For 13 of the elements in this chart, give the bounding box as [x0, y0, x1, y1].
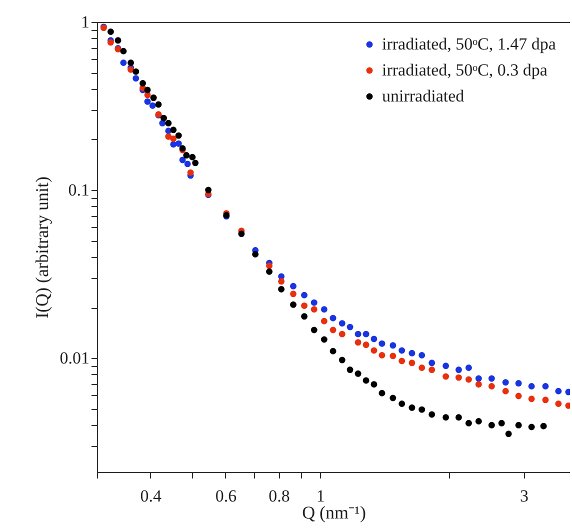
legend-label: irradiated, 50ᵒC, 0.3 dpa [382, 60, 548, 80]
legend-label: unirradiated [382, 86, 465, 106]
x-tick-label: 0.8 [268, 486, 290, 506]
x-tick-label: 0.6 [215, 486, 237, 506]
x-axis-title: Q (nm⁻¹) [302, 502, 366, 522]
y-tick-label: 0.1 [68, 180, 90, 200]
y-tick-label: 1 [81, 12, 90, 32]
legend-label: irradiated, 50ᵒC, 1.47 dpa [382, 34, 556, 54]
y-axis-title: I(Q) (arbitrary unit) [32, 176, 52, 318]
x-tick-label: 1 [316, 486, 325, 506]
x-tick-label: 3 [520, 486, 529, 506]
y-tick-label: 0.01 [60, 348, 90, 368]
x-tick-label: 0.4 [140, 486, 162, 506]
